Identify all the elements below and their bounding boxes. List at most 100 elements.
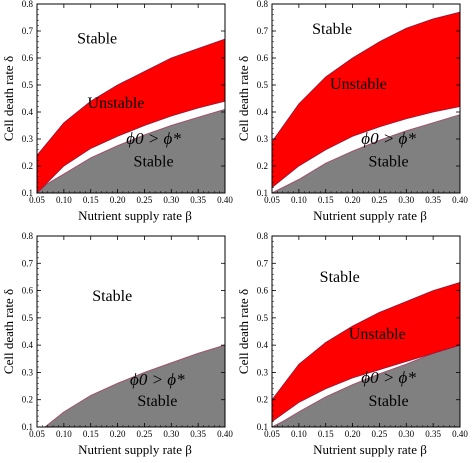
x-tick-label: 0.35 [425,429,441,439]
gray-stable-region [272,114,460,193]
plot-frame [271,235,461,428]
y-axis-label: Cell death rate δ [236,56,251,141]
x-tick-label: 0.15 [83,429,99,439]
stable-top-label: Stable [77,31,117,48]
chart-panel-bottom-left: 0.05 0.10 0.15 0.20 0.25 0.30 0.35 0.40 0.1 0.2 0.… [1,231,233,457]
chart-panel-bottom-right: 0.05 0.10 0.15 0.20 0.25 0.30 0.35 0.40 0.1 0.2 0.… [236,231,468,457]
x-tick-label: 0.25 [137,429,153,439]
y-tick-label: 0.8 [22,231,34,241]
stable-top-label: Stable [312,21,352,38]
x-tick-label: 0.30 [398,429,414,439]
y-tick-label: 0.2 [22,161,33,171]
y-tick-label: 0.4 [257,107,269,117]
y-tick-label: 0.4 [257,340,269,350]
x-tick-label: 0.10 [291,429,307,439]
gray-stable-region [37,109,225,193]
x-tick-label: 0.40 [452,195,468,205]
x-tick-label: 0.05 [264,429,280,439]
chart-panel-top-right: 0.05 0.10 0.15 0.20 0.25 0.30 0.35 0.40 0.1 0.2 0.… [236,0,468,223]
y-tick-label: 0.5 [22,80,34,90]
x-tick-label: 0.25 [372,195,388,205]
condition-label: ϕ0 > ϕ* [361,368,416,387]
x-tick-label: 0.10 [56,195,72,205]
y-tick-label: 0.3 [22,134,34,144]
condition-label: ϕ0 > ϕ* [126,129,181,148]
x-tick-label: 0.30 [163,429,179,439]
x-tick-label: 0.05 [29,195,45,205]
stable-top-label: Stable [320,269,360,286]
x-tick-label: 0.30 [163,195,179,205]
y-tick-label: 0.8 [22,0,34,9]
x-tick-label: 0.40 [217,195,233,205]
unstable-label: Unstable [88,95,145,112]
y-tick-label: 0.2 [22,395,33,405]
y-tick-label: 0.3 [257,367,269,377]
x-tick-label: 0.20 [345,429,361,439]
x-tick-label: 0.20 [110,429,126,439]
y-tick-label: 0.7 [257,258,269,268]
x-axis-label: Nutrient supply rate β [313,208,427,223]
y-tick-label: 0.3 [22,367,34,377]
x-tick-label: 0.10 [291,195,307,205]
y-tick-label: 0.3 [257,134,269,144]
stable-bottom-label: Stable [137,393,177,410]
x-tick-label: 0.05 [264,195,280,205]
y-tick-label: 0.6 [257,53,269,63]
stable-bottom-label: Stable [369,154,409,171]
y-tick-label: 0.4 [22,107,34,117]
y-axis-label: Cell death rate δ [1,56,16,141]
y-tick-label: 0.6 [22,286,34,296]
stable-bottom-label: Stable [369,393,409,410]
y-tick-label: 0.8 [257,231,269,241]
x-tick-label: 0.20 [345,195,361,205]
plot-frame [36,235,226,428]
x-tick-label: 0.15 [318,429,334,439]
y-axis-label: Cell death rate δ [1,289,16,374]
x-tick-label: 0.40 [452,429,468,439]
x-axis-label: Nutrient supply rate β [78,442,192,457]
y-tick-label: 0.8 [257,0,269,9]
stable-top-label: Stable [92,288,132,305]
x-tick-label: 0.25 [137,195,153,205]
condition-label: ϕ0 > ϕ* [130,370,185,389]
y-axis-label: Cell death rate δ [236,289,251,374]
x-tick-label: 0.35 [190,429,206,439]
gray-region-boundary [37,344,226,428]
plot-frame [36,3,226,194]
gray-stable-region [272,345,460,427]
y-tick-label: 0.1 [22,422,33,432]
y-tick-label: 0.1 [22,188,33,198]
y-tick-label: 0.7 [257,26,269,36]
x-tick-label: 0.25 [372,429,388,439]
chart-panel-top-left: 0.05 0.10 0.15 0.20 0.25 0.30 0.35 0.40 0.1 0.2 0.… [1,0,233,223]
unstable-label: Unstable [330,76,387,93]
gray-stable-region [37,345,225,427]
y-tick-label: 0.2 [257,395,268,405]
x-tick-label: 0.05 [29,429,45,439]
x-tick-label: 0.35 [425,195,441,205]
y-tick-label: 0.2 [257,161,268,171]
condition-label: ϕ0 > ϕ* [361,129,416,148]
unstable-label: Unstable [349,326,406,343]
stable-bottom-label: Stable [134,154,174,171]
gray-region-boundary [36,108,226,194]
y-tick-label: 0.7 [22,258,34,268]
y-tick-label: 0.7 [22,26,34,36]
x-tick-label: 0.20 [110,195,126,205]
y-tick-label: 0.1 [257,188,268,198]
y-tick-label: 0.6 [22,53,34,63]
y-tick-label: 0.6 [257,286,269,296]
x-tick-label: 0.40 [217,429,233,439]
x-tick-label: 0.15 [318,195,334,205]
y-tick-label: 0.5 [22,313,34,323]
x-tick-label: 0.10 [56,429,72,439]
gray-region-boundary [271,114,461,194]
plot-frame [271,3,461,194]
x-tick-label: 0.15 [83,195,99,205]
gray-region-boundary [271,344,461,428]
y-tick-label: 0.5 [257,80,269,90]
x-axis-label: Nutrient supply rate β [313,442,427,457]
y-tick-label: 0.4 [22,340,34,350]
y-tick-label: 0.5 [257,313,269,323]
